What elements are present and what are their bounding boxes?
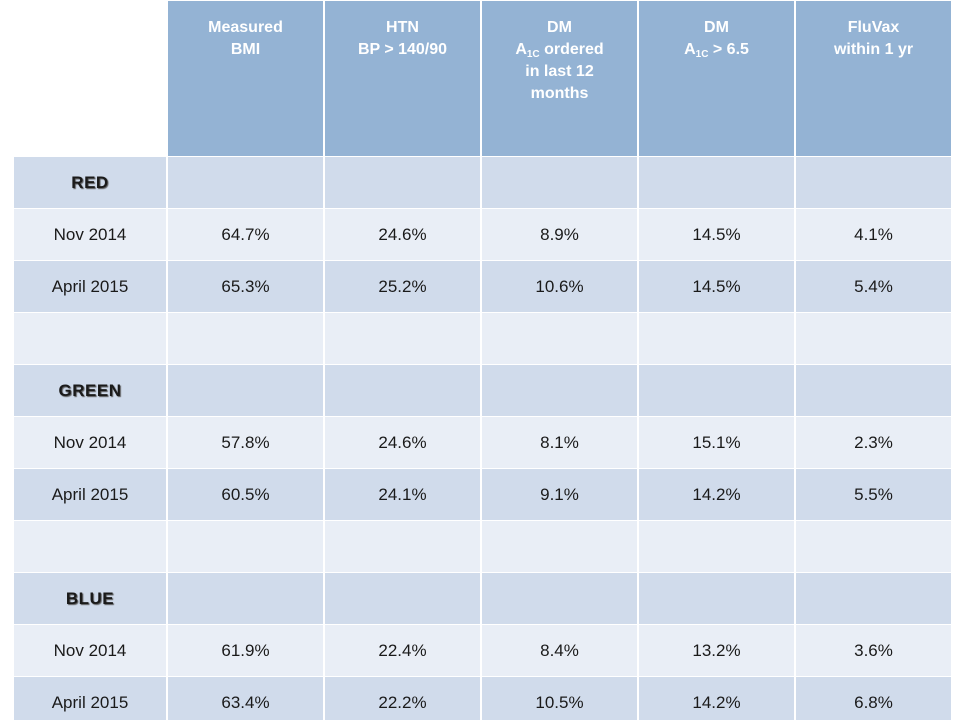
- quality-metrics-table: Measured BMI HTN BP > 140/90 DM A1C orde…: [12, 0, 953, 720]
- value-cell: 8.4%: [480, 624, 639, 677]
- group-row-blue: BLUE: [12, 572, 953, 625]
- header-dm-a1c-threshold: DM A1C > 6.5: [637, 0, 796, 157]
- value-cell: 3.6%: [794, 624, 953, 677]
- value-cell: 5.4%: [794, 260, 953, 313]
- header-fluvax: FluVax within 1 yr: [794, 0, 953, 157]
- value-cell: 15.1%: [637, 416, 796, 469]
- header-row: Measured BMI HTN BP > 140/90 DM A1C orde…: [12, 0, 953, 157]
- group-label-blue: BLUE: [12, 572, 168, 625]
- value-cell: 64.7%: [166, 208, 325, 261]
- value-cell: 24.6%: [323, 416, 482, 469]
- value-cell: 24.6%: [323, 208, 482, 261]
- value-cell: 8.9%: [480, 208, 639, 261]
- value-cell: 14.5%: [637, 260, 796, 313]
- value-cell: 2.3%: [794, 416, 953, 469]
- value-cell: 24.1%: [323, 468, 482, 521]
- period-cell: Nov 2014: [12, 416, 168, 469]
- header-dm-a1c-ordered: DM A1C ordered in last 12 months: [480, 0, 639, 157]
- value-cell: 22.4%: [323, 624, 482, 677]
- table-row: Nov 2014 57.8% 24.6% 8.1% 15.1% 2.3%: [12, 416, 953, 469]
- value-cell: 10.6%: [480, 260, 639, 313]
- group-row-red: RED: [12, 156, 953, 209]
- header-corner-cell: [12, 0, 168, 157]
- value-cell: 57.8%: [166, 416, 325, 469]
- table-row: April 2015 63.4% 22.2% 10.5% 14.2% 6.8%: [12, 676, 953, 720]
- value-cell: 5.5%: [794, 468, 953, 521]
- period-cell: Nov 2014: [12, 208, 168, 261]
- period-cell: April 2015: [12, 468, 168, 521]
- group-row-green: GREEN: [12, 364, 953, 417]
- value-cell: 25.2%: [323, 260, 482, 313]
- period-cell: April 2015: [12, 676, 168, 720]
- value-cell: 8.1%: [480, 416, 639, 469]
- value-cell: 63.4%: [166, 676, 325, 720]
- table-row: April 2015 60.5% 24.1% 9.1% 14.2% 5.5%: [12, 468, 953, 521]
- group-label-green: GREEN: [12, 364, 168, 417]
- period-cell: Nov 2014: [12, 624, 168, 677]
- value-cell: 61.9%: [166, 624, 325, 677]
- value-cell: 9.1%: [480, 468, 639, 521]
- value-cell: 13.2%: [637, 624, 796, 677]
- spacer-row: [12, 312, 953, 365]
- header-htn: HTN BP > 140/90: [323, 0, 482, 157]
- value-cell: 14.2%: [637, 676, 796, 720]
- value-cell: 22.2%: [323, 676, 482, 720]
- value-cell: 4.1%: [794, 208, 953, 261]
- value-cell: 10.5%: [480, 676, 639, 720]
- table-row: April 2015 65.3% 25.2% 10.6% 14.5% 5.4%: [12, 260, 953, 313]
- value-cell: 14.2%: [637, 468, 796, 521]
- table-row: Nov 2014 61.9% 22.4% 8.4% 13.2% 3.6%: [12, 624, 953, 677]
- value-cell: 6.8%: [794, 676, 953, 720]
- period-cell: April 2015: [12, 260, 168, 313]
- header-measured-bmi: Measured BMI: [166, 0, 325, 157]
- table-row: Nov 2014 64.7% 24.6% 8.9% 14.5% 4.1%: [12, 208, 953, 261]
- value-cell: 60.5%: [166, 468, 325, 521]
- value-cell: 14.5%: [637, 208, 796, 261]
- value-cell: 65.3%: [166, 260, 325, 313]
- spacer-row: [12, 520, 953, 573]
- group-label-red: RED: [12, 156, 168, 209]
